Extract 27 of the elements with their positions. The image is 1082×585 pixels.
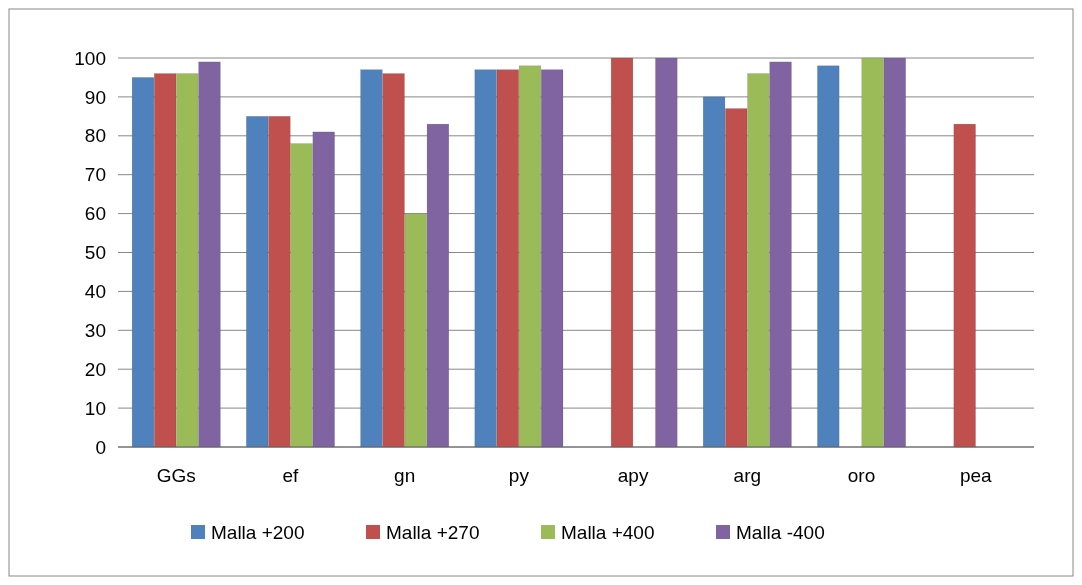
x-tick-label: pea [959,465,993,486]
x-tick-label: GGs [156,465,196,486]
x-tick-label: apy [617,465,649,486]
y-tick-label: 40 [84,281,106,303]
x-tick-label: py [508,465,530,486]
x-tick-label: gn [394,465,416,486]
bar [817,65,840,448]
legend-label: Malla +400 [561,521,655,543]
x-tick-label: ef [282,465,300,486]
legend-label: Malla +200 [211,521,305,543]
y-tick-label: 60 [84,203,106,225]
legend-label: Malla +270 [386,521,480,543]
y-tick-label: 100 [74,47,106,69]
y-tick-label: 70 [84,164,106,186]
y-tick-label: 80 [84,125,106,147]
y-tick-label: 20 [84,358,106,380]
legend-label: Malla -400 [736,521,825,543]
y-tick-label: 30 [84,319,106,341]
y-tick-label: 10 [84,397,106,419]
y-tick-label: 50 [84,242,106,264]
x-tick-label: oro [847,465,876,486]
y-tick-label: 90 [84,86,106,108]
bar [655,57,678,448]
bar [953,123,976,448]
bar [610,57,634,448]
x-tick-label: arg [733,465,762,486]
y-tick-label: 0 [95,436,106,458]
